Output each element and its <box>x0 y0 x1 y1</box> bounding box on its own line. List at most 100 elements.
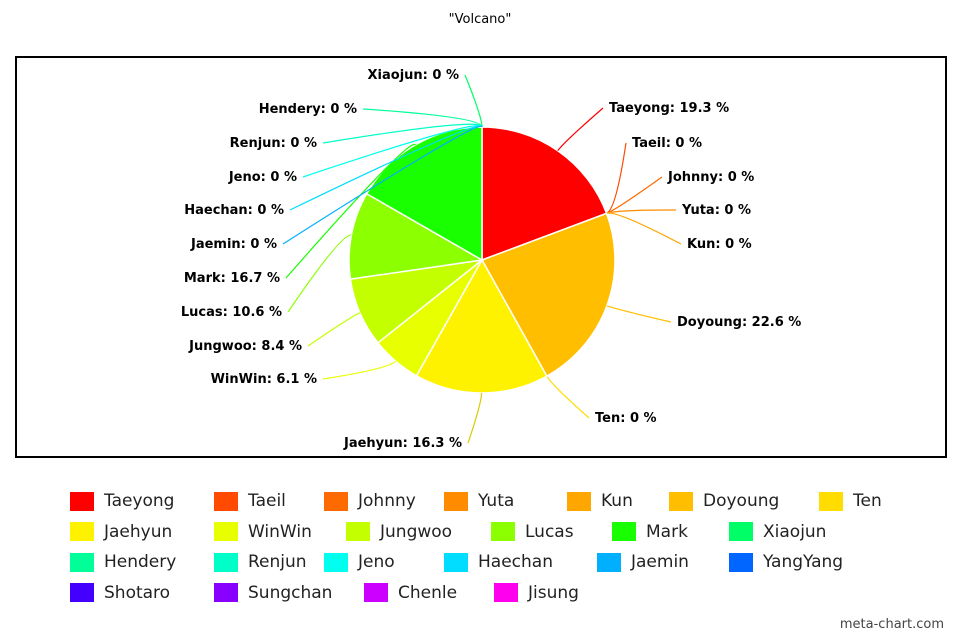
leader-line-lucas <box>287 234 352 313</box>
legend-swatch-johnny <box>324 491 348 511</box>
data-label-ten: Ten: 0 % <box>595 411 657 426</box>
legend-label-haechan: Haechan <box>478 552 553 573</box>
legend: Taeyong Taeil Johnny Yuta Kun Doyoung Ten Jaehy… <box>70 486 950 608</box>
legend-item-jaemin: Jaemin <box>597 552 689 572</box>
legend-item-taeyong: Taeyong <box>70 491 174 511</box>
data-label-kun: Kun: 0 % <box>687 237 752 252</box>
legend-item-johnny: Johnny <box>324 491 416 511</box>
legend-row: Shotaro Sungchan Chenle Jisung <box>70 578 950 609</box>
data-label-jungwoo: Jungwoo: 8.4 % <box>188 339 302 354</box>
data-label-renjun: Renjun: 0 % <box>230 136 317 151</box>
legend-label-winwin: WinWin <box>248 521 312 542</box>
legend-label-jeno: Jeno <box>358 552 395 573</box>
legend-swatch-sungchan <box>214 583 238 603</box>
legend-label-yuta: Yuta <box>478 491 515 512</box>
legend-label-jaemin: Jaemin <box>631 552 689 573</box>
legend-label-sungchan: Sungchan <box>248 582 333 603</box>
legend-label-hendery: Hendery <box>104 552 177 573</box>
legend-swatch-renjun <box>214 552 238 572</box>
legend-label-mark: Mark <box>646 521 688 542</box>
legend-swatch-doyoung <box>669 491 693 511</box>
leader-line-johnny <box>606 176 663 214</box>
legend-swatch-winwin <box>214 522 238 542</box>
legend-item-kun: Kun <box>567 491 633 511</box>
legend-item-yuta: Yuta <box>444 491 514 511</box>
data-label-jeno: Jeno: 0 % <box>228 170 297 185</box>
legend-row: Taeyong Taeil Johnny Yuta Kun Doyoung Ten <box>70 486 950 517</box>
legend-row: Jaehyun WinWin Jungwoo Lucas Mark Xiaojun <box>70 517 950 548</box>
legend-swatch-jisung <box>494 583 518 603</box>
legend-label-shotaro: Shotaro <box>104 582 171 603</box>
watermark: meta-chart.com <box>839 617 944 632</box>
data-label-hendery: Hendery: 0 % <box>259 102 357 117</box>
plot-area: Taeyong: 19.3 % Taeil: 0 % Johnny: 0 % Yuta… <box>15 56 947 458</box>
data-label-yuta: Yuta: 0 % <box>681 203 751 218</box>
leader-line-taeil <box>606 142 627 214</box>
legend-item-lucas: Lucas <box>491 522 574 542</box>
data-label-mark: Mark: 16.7 % <box>184 271 280 286</box>
legend-label-jungwoo: Jungwoo <box>380 521 453 542</box>
legend-item-jisung: Jisung <box>494 583 579 603</box>
legend-item-yangyang: YangYang <box>729 552 843 572</box>
legend-swatch-taeil <box>214 491 238 511</box>
leader-line-yuta <box>606 209 677 214</box>
legend-item-haechan: Haechan <box>444 552 553 572</box>
leader-line-xiaojun <box>464 74 483 128</box>
legend-label-jaehyun: Jaehyun <box>104 521 173 542</box>
legend-item-xiaojun: Xiaojun <box>729 522 826 542</box>
legend-swatch-kun <box>567 491 591 511</box>
legend-item-doyoung: Doyoung <box>669 491 779 511</box>
data-label-haechan: Haechan: 0 % <box>184 203 284 218</box>
leader-line-taeyong <box>557 107 604 152</box>
legend-swatch-hendery <box>70 552 94 572</box>
legend-swatch-jaemin <box>597 552 621 572</box>
legend-label-johnny: Johnny <box>358 491 416 512</box>
legend-swatch-haechan <box>444 552 468 572</box>
legend-item-taeil: Taeil <box>214 491 286 511</box>
legend-swatch-lucas <box>491 522 515 542</box>
legend-label-kun: Kun <box>601 491 633 512</box>
legend-row: Hendery Renjun Jeno Haechan Jaemin YangYang <box>70 547 950 578</box>
leader-line-jungwoo <box>307 312 361 347</box>
pie-slice-taeyong <box>481 126 608 262</box>
legend-swatch-mark <box>612 522 636 542</box>
data-label-jaehyun: Jaehyun: 16.3 % <box>343 436 462 451</box>
legend-item-shotaro: Shotaro <box>70 583 170 603</box>
legend-label-taeil: Taeil <box>248 491 286 512</box>
pie-slice-jaehyun <box>415 258 548 394</box>
data-label-taeyong: Taeyong: 19.3 % <box>609 101 729 116</box>
legend-swatch-ten <box>819 491 843 511</box>
legend-item-mark: Mark <box>612 522 688 542</box>
data-label-xiaojun: Xiaojun: 0 % <box>368 68 459 83</box>
legend-item-renjun: Renjun <box>214 552 307 572</box>
legend-swatch-xiaojun <box>729 522 753 542</box>
legend-label-yangyang: YangYang <box>763 552 844 573</box>
legend-label-taeyong: Taeyong <box>104 491 175 512</box>
chart-title: "Volcano" <box>448 12 512 27</box>
legend-swatch-jeno <box>324 552 348 572</box>
leader-line-jaehyun <box>467 392 483 444</box>
legend-item-jeno: Jeno <box>324 552 395 572</box>
leader-line-kun <box>606 212 682 245</box>
legend-swatch-chenle <box>364 583 388 603</box>
leader-line-ten <box>546 375 590 419</box>
legend-label-jisung: Jisung <box>528 582 579 603</box>
legend-swatch-shotaro <box>70 583 94 603</box>
legend-swatch-taeyong <box>70 491 94 511</box>
pie-slice-doyoung <box>480 212 616 378</box>
data-label-doyoung: Doyoung: 22.6 % <box>677 315 801 330</box>
legend-label-lucas: Lucas <box>525 521 574 542</box>
data-label-jaemin: Jaemin: 0 % <box>190 237 277 252</box>
legend-item-sungchan: Sungchan <box>214 583 332 603</box>
legend-label-renjun: Renjun <box>248 552 307 573</box>
legend-swatch-jaehyun <box>70 522 94 542</box>
leader-line-jaemin <box>282 125 483 245</box>
legend-label-xiaojun: Xiaojun <box>763 521 827 542</box>
leader-line-winwin <box>322 360 397 380</box>
data-label-winwin: WinWin: 6.1 % <box>211 372 317 387</box>
legend-swatch-yangyang <box>729 552 753 572</box>
legend-label-chenle: Chenle <box>398 582 458 603</box>
legend-item-winwin: WinWin <box>214 522 312 542</box>
data-label-taeil: Taeil: 0 % <box>632 136 702 151</box>
legend-item-jaehyun: Jaehyun <box>70 522 172 542</box>
